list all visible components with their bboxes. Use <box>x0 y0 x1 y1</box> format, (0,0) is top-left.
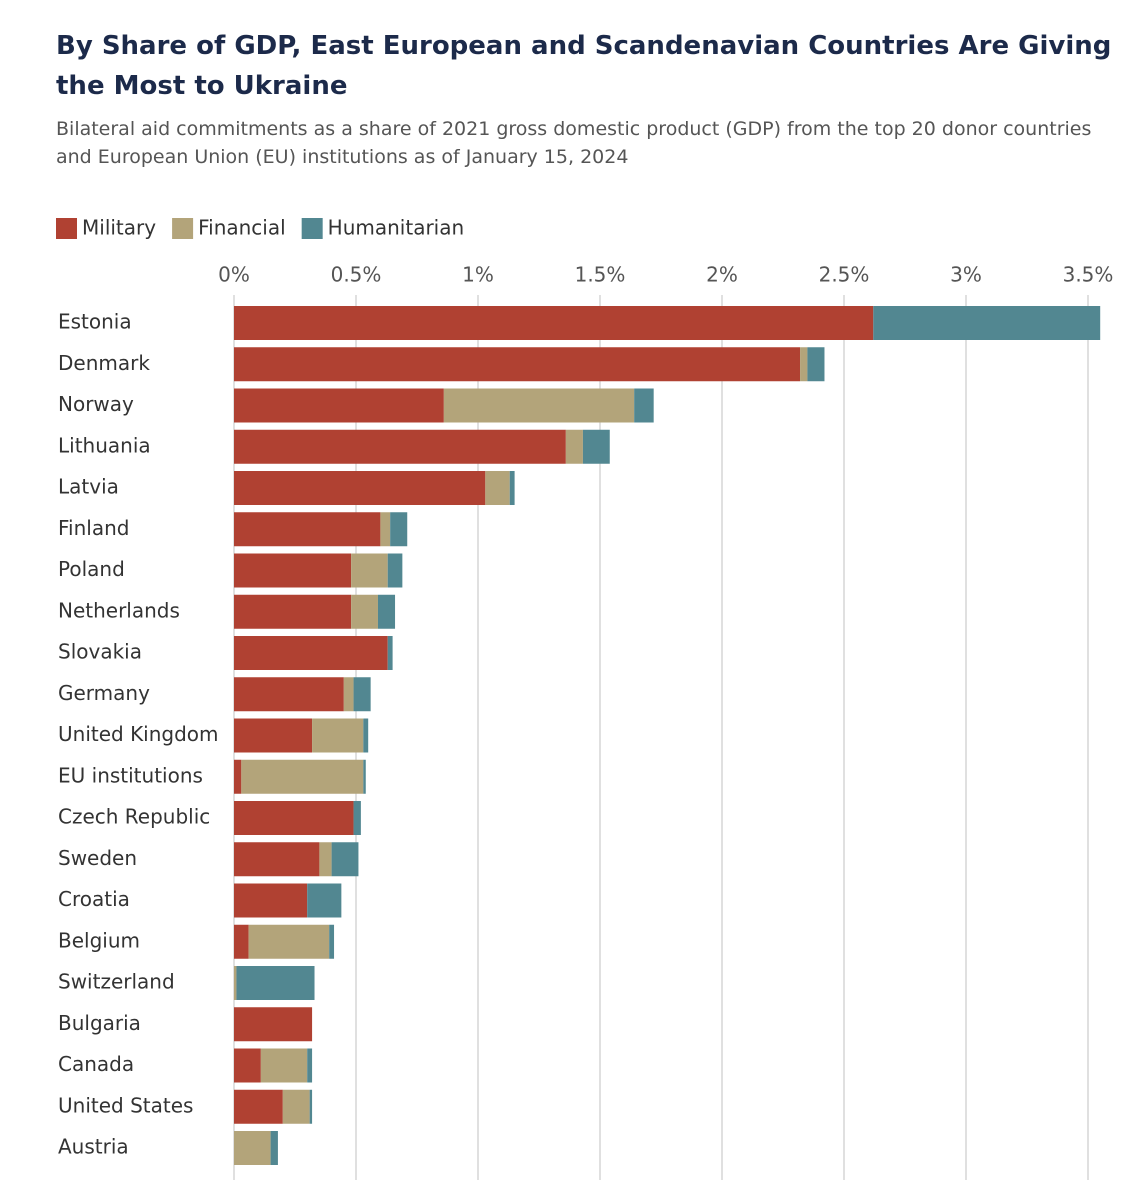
bar-segment <box>312 718 364 753</box>
bar-segment <box>234 347 801 382</box>
bar-segment <box>234 1089 283 1124</box>
chart-title: By Share of GDP, East European and Scand… <box>56 31 1112 101</box>
bar-segment <box>351 553 388 588</box>
y-tick-label: Austria <box>58 1135 129 1159</box>
chart-subtitle: Bilateral aid commitments as a share of … <box>56 118 1092 168</box>
bar-segment <box>329 924 335 959</box>
bar-segment <box>234 306 874 340</box>
x-tick-label: 0.5% <box>331 263 382 287</box>
bar-segment <box>234 429 566 464</box>
bar-segment <box>234 636 388 670</box>
bar-segment <box>634 388 654 423</box>
bar-segment <box>331 842 359 877</box>
y-tick-label: Netherlands <box>58 598 180 622</box>
y-tick-label: Croatia <box>58 887 130 911</box>
legend-swatch <box>301 218 323 239</box>
y-tick-label: Estonia <box>58 310 132 334</box>
y-tick-label: United States <box>58 1093 193 1117</box>
bar-segment <box>234 512 381 547</box>
y-tick-label: Norway <box>58 392 134 416</box>
x-tick-label: 1.5% <box>575 263 626 287</box>
y-tick-label: Germany <box>58 681 150 705</box>
x-tick-label: 0% <box>218 263 250 287</box>
bar-segment <box>353 801 361 835</box>
bar-segment <box>270 1131 278 1165</box>
bar-segment <box>307 1048 313 1083</box>
x-tick-label: 2% <box>706 263 738 287</box>
bar-segment <box>234 924 249 959</box>
legend-label: Humanitarian <box>328 216 465 240</box>
bar-segment <box>387 553 403 588</box>
y-tick-label: United Kingdom <box>58 722 219 746</box>
bar-segment <box>363 718 369 753</box>
bar-segment <box>800 347 808 382</box>
legend-swatch <box>172 218 194 239</box>
bar-segment <box>390 512 408 547</box>
bar-segment <box>380 512 391 547</box>
y-tick-label: Denmark <box>58 351 150 375</box>
bar-segment <box>234 801 354 835</box>
y-tick-label: EU institutions <box>58 763 203 787</box>
bar-segment <box>485 471 510 505</box>
bar-segment <box>234 1131 271 1165</box>
bar-segment <box>377 594 396 629</box>
bar-segment <box>873 306 1101 340</box>
x-tick-label: 2.5% <box>819 263 870 287</box>
y-tick-label: Belgium <box>58 928 140 952</box>
legend-label: Financial <box>198 216 286 240</box>
bar-segment <box>363 759 366 794</box>
bar-segment <box>241 759 364 794</box>
bar-segment <box>248 924 330 959</box>
y-tick-label: Latvia <box>58 475 119 499</box>
bar-segment <box>343 677 354 712</box>
x-tick-label: 3.5% <box>1063 263 1114 287</box>
bar-segment <box>565 429 583 464</box>
bar-segment <box>234 471 486 505</box>
x-tick-label: 1% <box>462 263 494 287</box>
bar-segment <box>234 883 308 918</box>
bar-segment <box>443 388 635 423</box>
y-tick-label: Finland <box>58 516 129 540</box>
y-tick-label: Switzerland <box>58 970 175 994</box>
bar-segment <box>234 677 344 712</box>
legend-label: Military <box>82 216 156 240</box>
bar-segment <box>234 1007 313 1042</box>
y-tick-label: Bulgaria <box>58 1011 141 1035</box>
bar-segment <box>234 553 352 588</box>
bar-segment <box>353 677 371 712</box>
bar-segment <box>319 842 332 877</box>
bar-segment <box>351 594 378 629</box>
bar-segment <box>234 594 352 629</box>
bar-segment <box>234 388 444 423</box>
legend-swatch <box>56 218 77 239</box>
bar-segment <box>509 471 515 505</box>
bar-segment <box>309 1089 313 1124</box>
bar-segment <box>234 842 320 877</box>
y-tick-label: Canada <box>58 1052 134 1076</box>
bar-segment <box>236 966 315 1000</box>
bar-segment <box>307 883 342 918</box>
bar-segment <box>234 966 237 1000</box>
y-tick-label: Poland <box>58 557 125 581</box>
bar-segment <box>234 718 313 753</box>
bar-segment <box>387 636 393 670</box>
bar-segment <box>234 1048 261 1083</box>
y-tick-label: Czech Republic <box>58 805 210 829</box>
y-tick-label: Slovakia <box>58 640 142 664</box>
x-tick-label: 3% <box>950 263 982 287</box>
bar-segment <box>282 1089 310 1124</box>
bar-segment <box>234 759 242 794</box>
y-tick-label: Lithuania <box>58 433 151 457</box>
y-tick-label: Sweden <box>58 846 137 870</box>
bar-segment <box>260 1048 308 1083</box>
bar-segment <box>807 347 825 382</box>
bar-segment <box>582 429 610 464</box>
